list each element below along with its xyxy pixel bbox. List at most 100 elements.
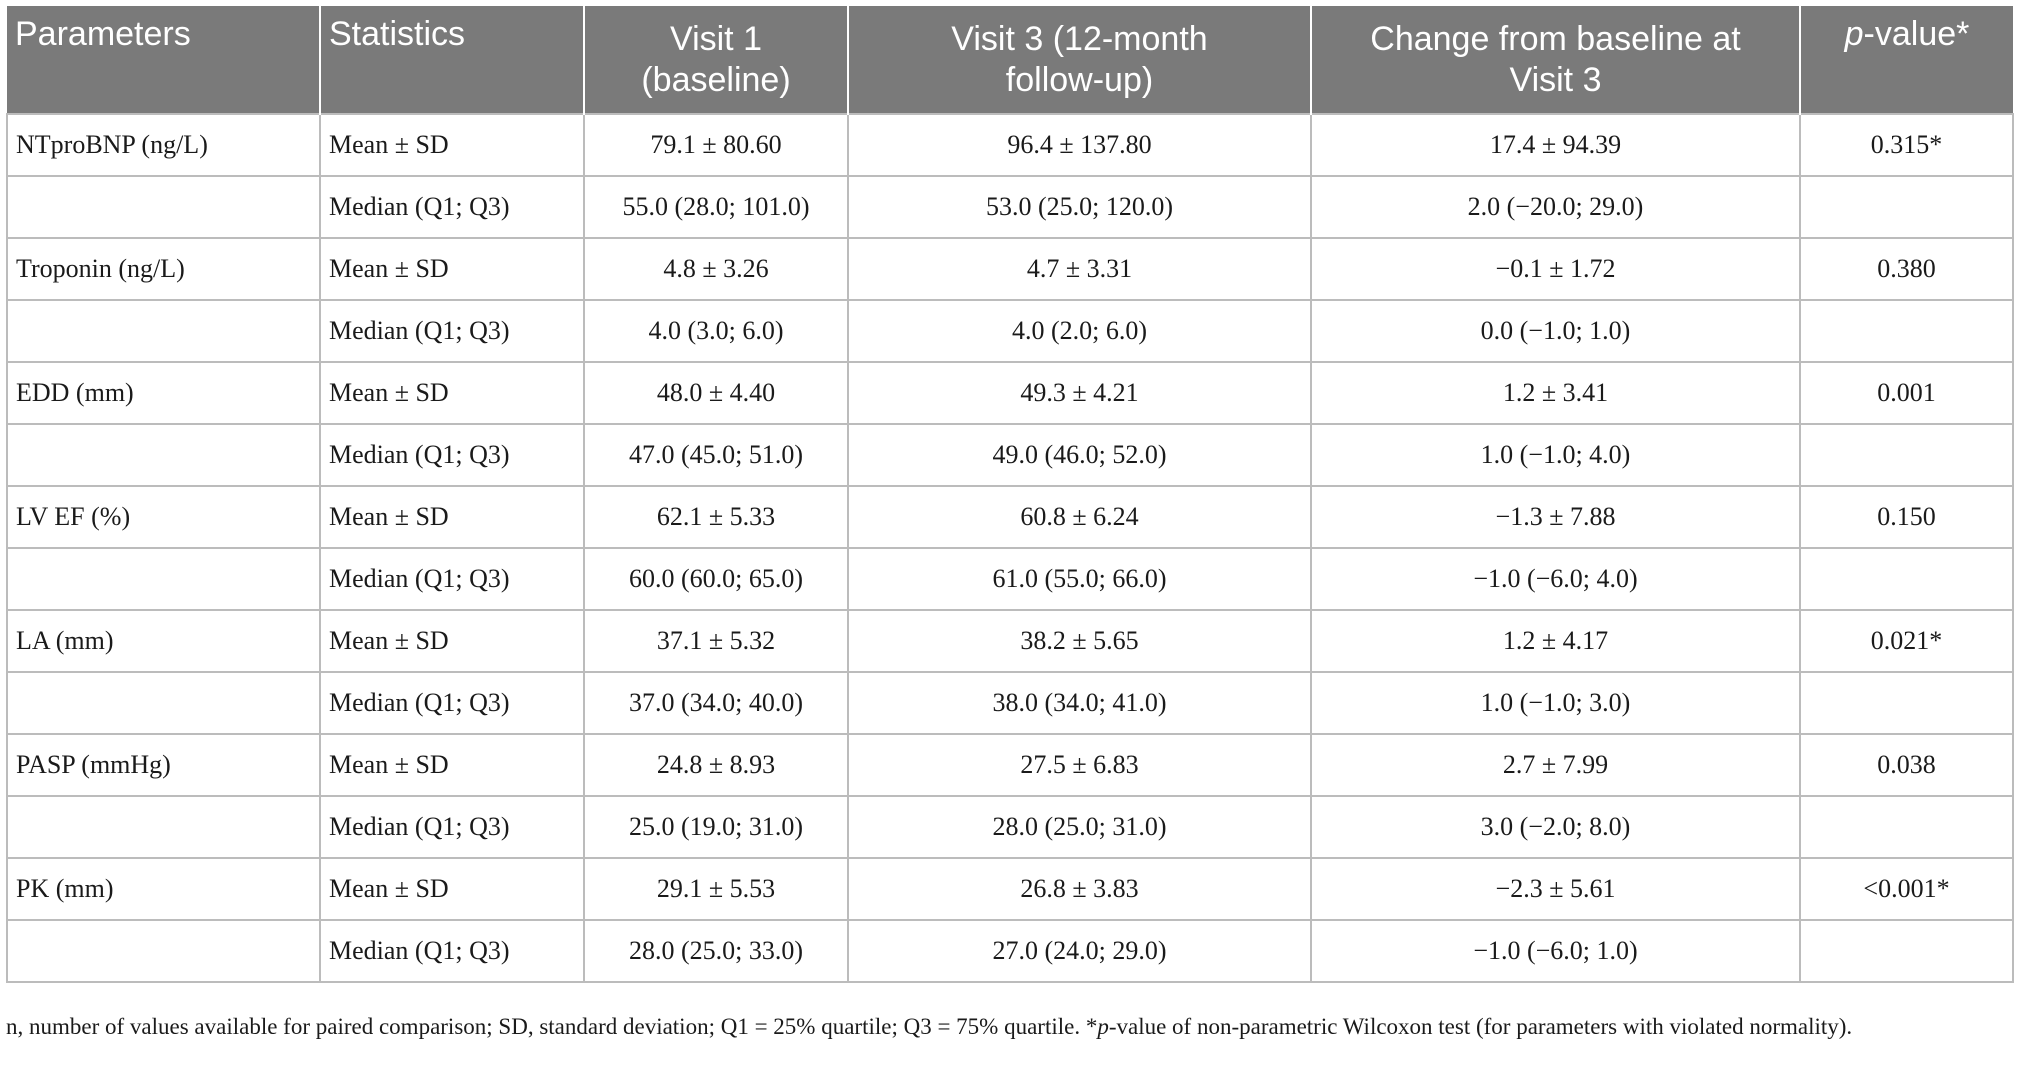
cell-pvalue xyxy=(1799,299,2014,363)
cell-change: −1.0 (−6.0; 1.0) xyxy=(1310,919,1801,983)
cell-statistic: Mean ± SD xyxy=(319,609,585,673)
cell-visit3: 28.0 (25.0; 31.0) xyxy=(847,795,1312,859)
cell-parameter xyxy=(6,795,321,859)
table-footnote: n, number of values available for paired… xyxy=(6,1012,2010,1042)
cell-statistic: Median (Q1; Q3) xyxy=(319,423,585,487)
cell-statistic: Median (Q1; Q3) xyxy=(319,547,585,611)
header-statistics: Statistics xyxy=(320,6,585,114)
header-change-line2: Visit 3 xyxy=(1509,60,1602,99)
cell-visit1: 60.0 (60.0; 65.0) xyxy=(583,547,849,611)
cell-statistic: Mean ± SD xyxy=(319,733,585,797)
cell-visit1: 48.0 ± 4.40 xyxy=(583,361,849,425)
cell-visit1: 4.8 ± 3.26 xyxy=(583,237,849,301)
cell-visit3: 60.8 ± 6.24 xyxy=(847,485,1312,549)
cell-change: 1.2 ± 3.41 xyxy=(1310,361,1801,425)
cell-change: 1.0 (−1.0; 3.0) xyxy=(1310,671,1801,735)
cell-visit1: 37.1 ± 5.32 xyxy=(583,609,849,673)
footnote-part1: n, number of values available for paired… xyxy=(6,1014,1098,1039)
table-row: Median (Q1; Q3) 37.0 (34.0; 40.0) 38.0 (34… xyxy=(6,671,2014,735)
header-visit3-line2: follow-up) xyxy=(1005,60,1154,99)
cell-pvalue xyxy=(1799,919,2014,983)
cell-visit1: 25.0 (19.0; 31.0) xyxy=(583,795,849,859)
cell-change: −2.3 ± 5.61 xyxy=(1310,857,1801,921)
cell-visit3: 4.7 ± 3.31 xyxy=(847,237,1312,301)
table-row: Median (Q1; Q3) 55.0 (28.0; 101.0) 53.0 (2… xyxy=(6,175,2014,239)
header-visit3: Visit 3 (12-month follow-up) xyxy=(848,6,1312,114)
cell-visit3: 38.2 ± 5.65 xyxy=(847,609,1312,673)
cell-statistic: Median (Q1; Q3) xyxy=(319,919,585,983)
footnote-part3: -value of non-parametric Wilcoxon test (… xyxy=(1108,1014,1853,1039)
table-row: PK (mm) Mean ± SD 29.1 ± 5.53 26.8 ± 3.83 −2… xyxy=(6,857,2014,921)
cell-parameter: LV EF (%) xyxy=(6,485,321,549)
cell-pvalue: 0.021* xyxy=(1799,609,2014,673)
cell-visit3: 53.0 (25.0; 120.0) xyxy=(847,175,1312,239)
cell-statistic: Mean ± SD xyxy=(319,113,585,177)
cell-visit3: 96.4 ± 137.80 xyxy=(847,113,1312,177)
cell-parameter xyxy=(6,423,321,487)
cell-pvalue: 0.001 xyxy=(1799,361,2014,425)
table-row: Median (Q1; Q3) 60.0 (60.0; 65.0) 61.0 (55… xyxy=(6,547,2014,611)
cell-visit3: 27.0 (24.0; 29.0) xyxy=(847,919,1312,983)
cell-visit1: 37.0 (34.0; 40.0) xyxy=(583,671,849,735)
cell-statistic: Median (Q1; Q3) xyxy=(319,299,585,363)
cell-change: 1.0 (−1.0; 4.0) xyxy=(1310,423,1801,487)
cell-pvalue xyxy=(1799,671,2014,735)
cell-parameter xyxy=(6,919,321,983)
header-pvalue: p-value* xyxy=(1800,6,2013,114)
table-row: EDD (mm) Mean ± SD 48.0 ± 4.40 49.3 ± 4.21 1… xyxy=(6,361,2014,425)
cell-parameter: NTproBNP (ng/L) xyxy=(6,113,321,177)
cell-parameter: PASP (mmHg) xyxy=(6,733,321,797)
cell-pvalue: 0.038 xyxy=(1799,733,2014,797)
table-row: LA (mm) Mean ± SD 37.1 ± 5.32 38.2 ± 5.65 1.… xyxy=(6,609,2014,673)
table-row: Median (Q1; Q3) 25.0 (19.0; 31.0) 28.0 (25… xyxy=(6,795,2014,859)
cell-pvalue xyxy=(1799,175,2014,239)
cell-change: 0.0 (−1.0; 1.0) xyxy=(1310,299,1801,363)
table-row: PASP (mmHg) Mean ± SD 24.8 ± 8.93 27.5 ± 6.… xyxy=(6,733,2014,797)
cell-pvalue: 0.150 xyxy=(1799,485,2014,549)
cell-visit3: 27.5 ± 6.83 xyxy=(847,733,1312,797)
cell-change: 1.2 ± 4.17 xyxy=(1310,609,1801,673)
cell-parameter xyxy=(6,175,321,239)
cell-visit3: 26.8 ± 3.83 xyxy=(847,857,1312,921)
cell-parameter: PK (mm) xyxy=(6,857,321,921)
cell-visit3: 49.3 ± 4.21 xyxy=(847,361,1312,425)
cell-parameter xyxy=(6,671,321,735)
cell-parameter: EDD (mm) xyxy=(6,361,321,425)
cell-parameter xyxy=(6,547,321,611)
cell-visit1: 62.1 ± 5.33 xyxy=(583,485,849,549)
table-header: Parameters Statistics Visit 1 (baseline)… xyxy=(7,6,2013,114)
header-change: Change from baseline at Visit 3 xyxy=(1311,6,1801,114)
cell-visit1: 79.1 ± 80.60 xyxy=(583,113,849,177)
table-row: Median (Q1; Q3) 4.0 (3.0; 6.0) 4.0 (2.0; 6… xyxy=(6,299,2014,363)
cell-change: 2.7 ± 7.99 xyxy=(1310,733,1801,797)
cell-parameter xyxy=(6,299,321,363)
cell-statistic: Median (Q1; Q3) xyxy=(319,175,585,239)
cell-statistic: Mean ± SD xyxy=(319,361,585,425)
cell-statistic: Mean ± SD xyxy=(319,237,585,301)
table-row: Troponin (ng/L) Mean ± SD 4.8 ± 3.26 4.7 ± … xyxy=(6,237,2014,301)
cell-visit1: 55.0 (28.0; 101.0) xyxy=(583,175,849,239)
cell-visit3: 49.0 (46.0; 52.0) xyxy=(847,423,1312,487)
cell-statistic: Mean ± SD xyxy=(319,857,585,921)
cell-statistic: Median (Q1; Q3) xyxy=(319,795,585,859)
cell-change: 2.0 (−20.0; 29.0) xyxy=(1310,175,1801,239)
cell-visit1: 28.0 (25.0; 33.0) xyxy=(583,919,849,983)
cell-statistic: Median (Q1; Q3) xyxy=(319,671,585,735)
cell-visit1: 47.0 (45.0; 51.0) xyxy=(583,423,849,487)
table-row: Median (Q1; Q3) 47.0 (45.0; 51.0) 49.0 (46… xyxy=(6,423,2014,487)
cell-change: −1.3 ± 7.88 xyxy=(1310,485,1801,549)
header-change-line1: Change from baseline at xyxy=(1370,19,1741,58)
cell-visit3: 61.0 (55.0; 66.0) xyxy=(847,547,1312,611)
header-parameters: Parameters xyxy=(7,6,321,114)
results-table-container: Parameters Statistics Visit 1 (baseline)… xyxy=(6,6,2014,983)
header-visit3-line1: Visit 3 (12-month xyxy=(951,19,1208,58)
table-row: NTproBNP (ng/L) Mean ± SD 79.1 ± 80.60 96.4… xyxy=(6,113,2014,177)
footnote-italic-p: p xyxy=(1097,1014,1109,1039)
cell-change: −0.1 ± 1.72 xyxy=(1310,237,1801,301)
header-row: Parameters Statistics Visit 1 (baseline)… xyxy=(7,6,2013,114)
cell-pvalue: 0.380 xyxy=(1799,237,2014,301)
cell-change: −1.0 (−6.0; 4.0) xyxy=(1310,547,1801,611)
header-pvalue-italic: p xyxy=(1844,15,1864,53)
table-row: LV EF (%) Mean ± SD 62.1 ± 5.33 60.8 ± 6.24… xyxy=(6,485,2014,549)
cell-visit3: 4.0 (2.0; 6.0) xyxy=(847,299,1312,363)
